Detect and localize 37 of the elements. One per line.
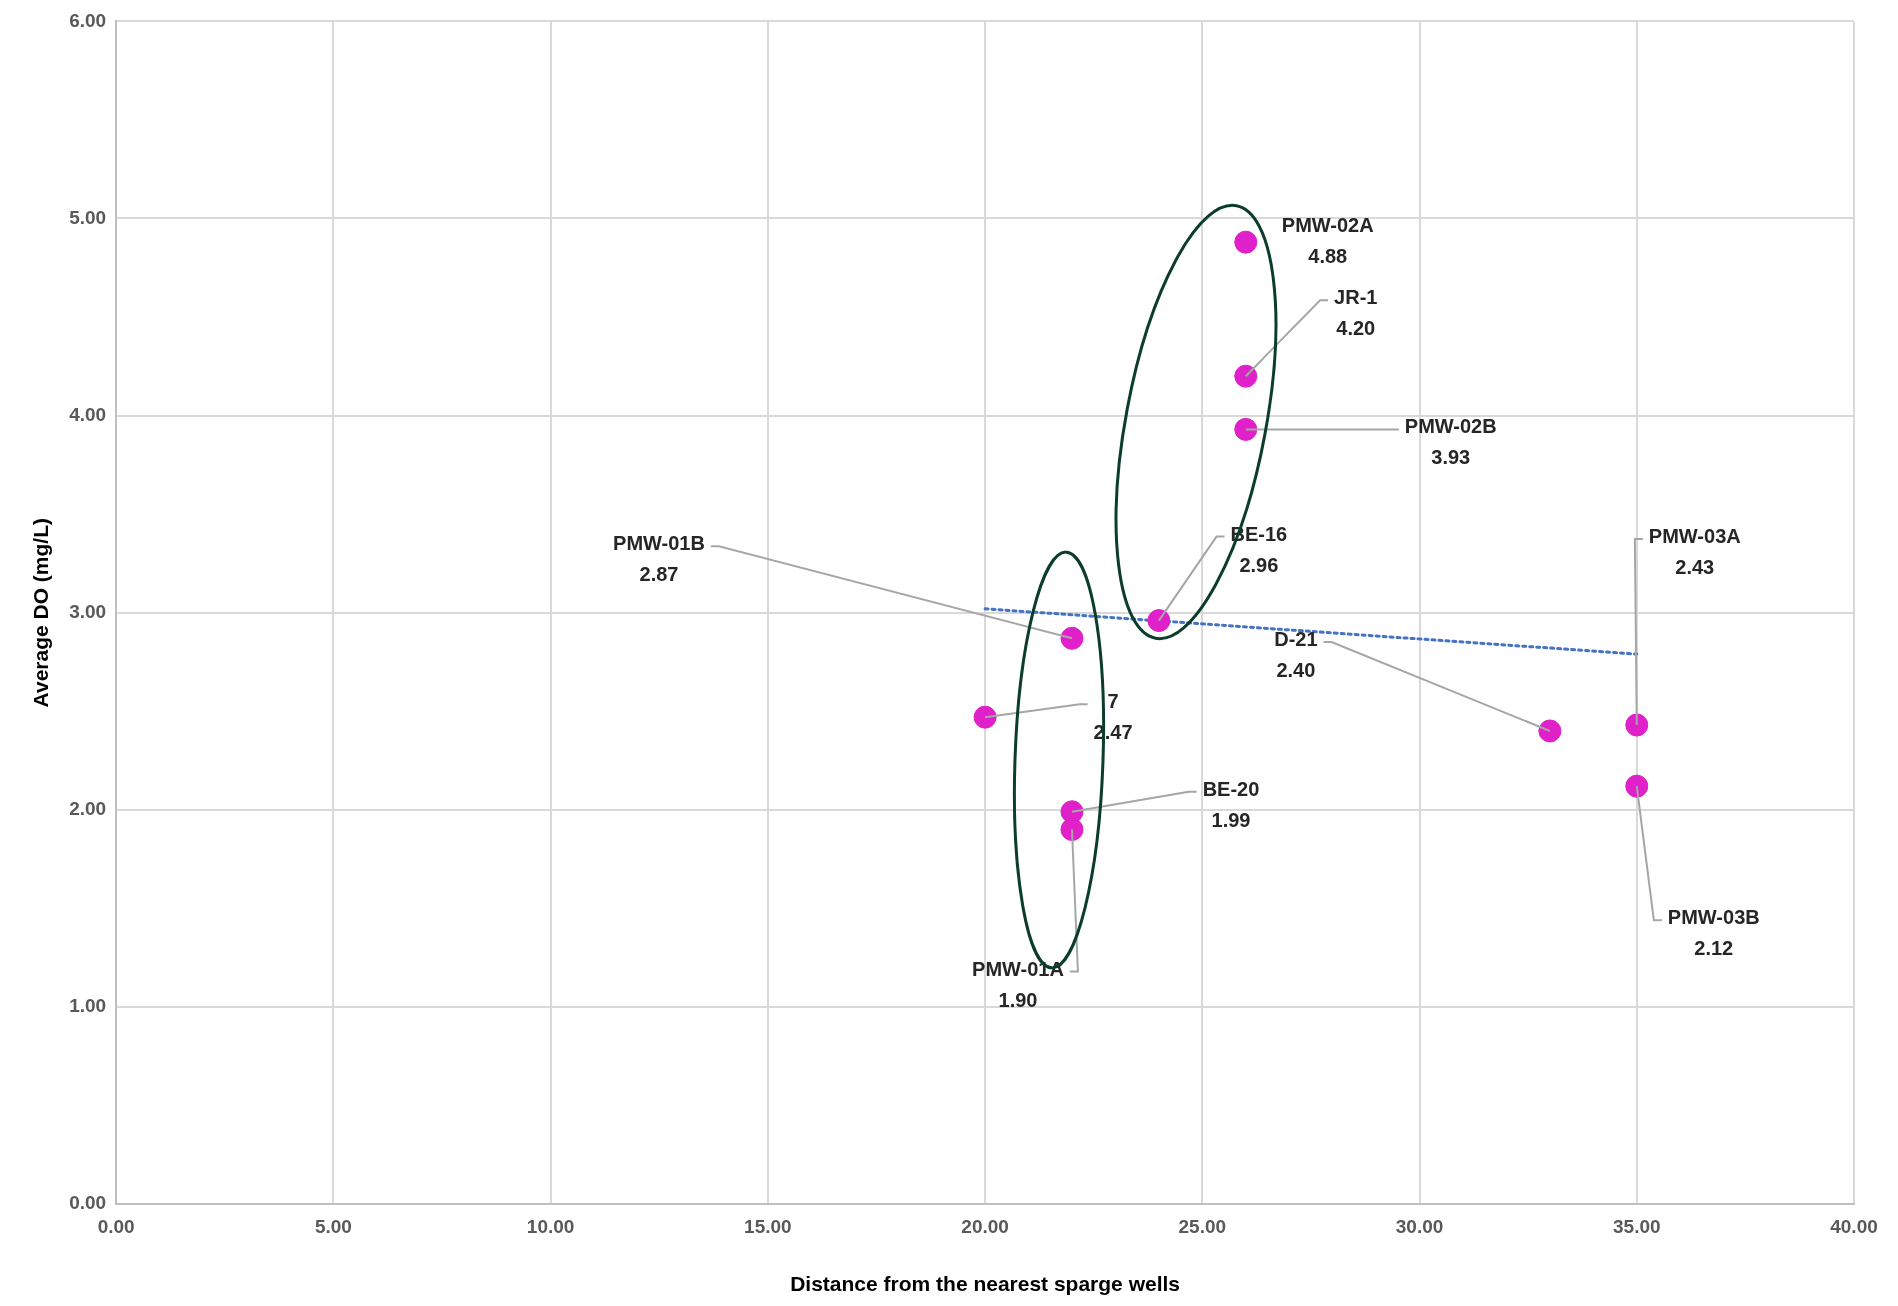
x-tick-label: 35.00 [1613, 1215, 1661, 1237]
y-tick-label: 2.00 [69, 798, 107, 820]
x-tick-label: 30.00 [1395, 1215, 1444, 1237]
data-label: PMW-03B 2.12 [1667, 906, 1760, 960]
x-tick-label: 5.00 [314, 1215, 352, 1237]
point [1060, 818, 1084, 842]
x-tick-label: 10.00 [526, 1215, 575, 1237]
y-tick-label: 1.00 [69, 995, 107, 1017]
point [1147, 609, 1171, 633]
point [1234, 417, 1258, 441]
data-label: PMW-02B 3.93 [1404, 415, 1497, 469]
y-tick-label: 0.00 [69, 1192, 107, 1214]
data-label: PMW-02A 4.88 [1281, 214, 1374, 268]
point [1234, 364, 1258, 388]
point [1538, 719, 1562, 743]
data-label: PMW-01B 2.87 [613, 532, 705, 586]
x-tick-label: 25.00 [1178, 1215, 1227, 1237]
y-tick-label: 3.00 [69, 600, 107, 622]
y-tick-label: 5.00 [69, 206, 107, 228]
data-label: PMW-01A 1.90 [972, 957, 1064, 1011]
point [973, 705, 997, 729]
x-tick-label: 0.00 [97, 1215, 135, 1237]
x-tick-label: 20.00 [961, 1215, 1009, 1237]
data-label: PMW-03A 2.43 [1648, 525, 1741, 579]
point [1060, 626, 1084, 650]
x-tick-label: 15.00 [744, 1215, 792, 1237]
x-axis-title: Distance from the nearest sparge wells [790, 1272, 1180, 1296]
data-label: BE-20 1.99 [1202, 777, 1260, 831]
data-label: JR-1 4.20 [1334, 286, 1378, 340]
point [1234, 230, 1258, 254]
y-tick-label: 4.00 [69, 403, 107, 425]
point [1625, 713, 1649, 737]
y-axis-title: Average DO (mg/L) [29, 517, 53, 708]
x-tick-label: 40.00 [1830, 1215, 1878, 1237]
data-label: D-21 2.40 [1274, 627, 1318, 681]
y-tick-label: 6.00 [69, 9, 107, 31]
point [1625, 774, 1649, 798]
